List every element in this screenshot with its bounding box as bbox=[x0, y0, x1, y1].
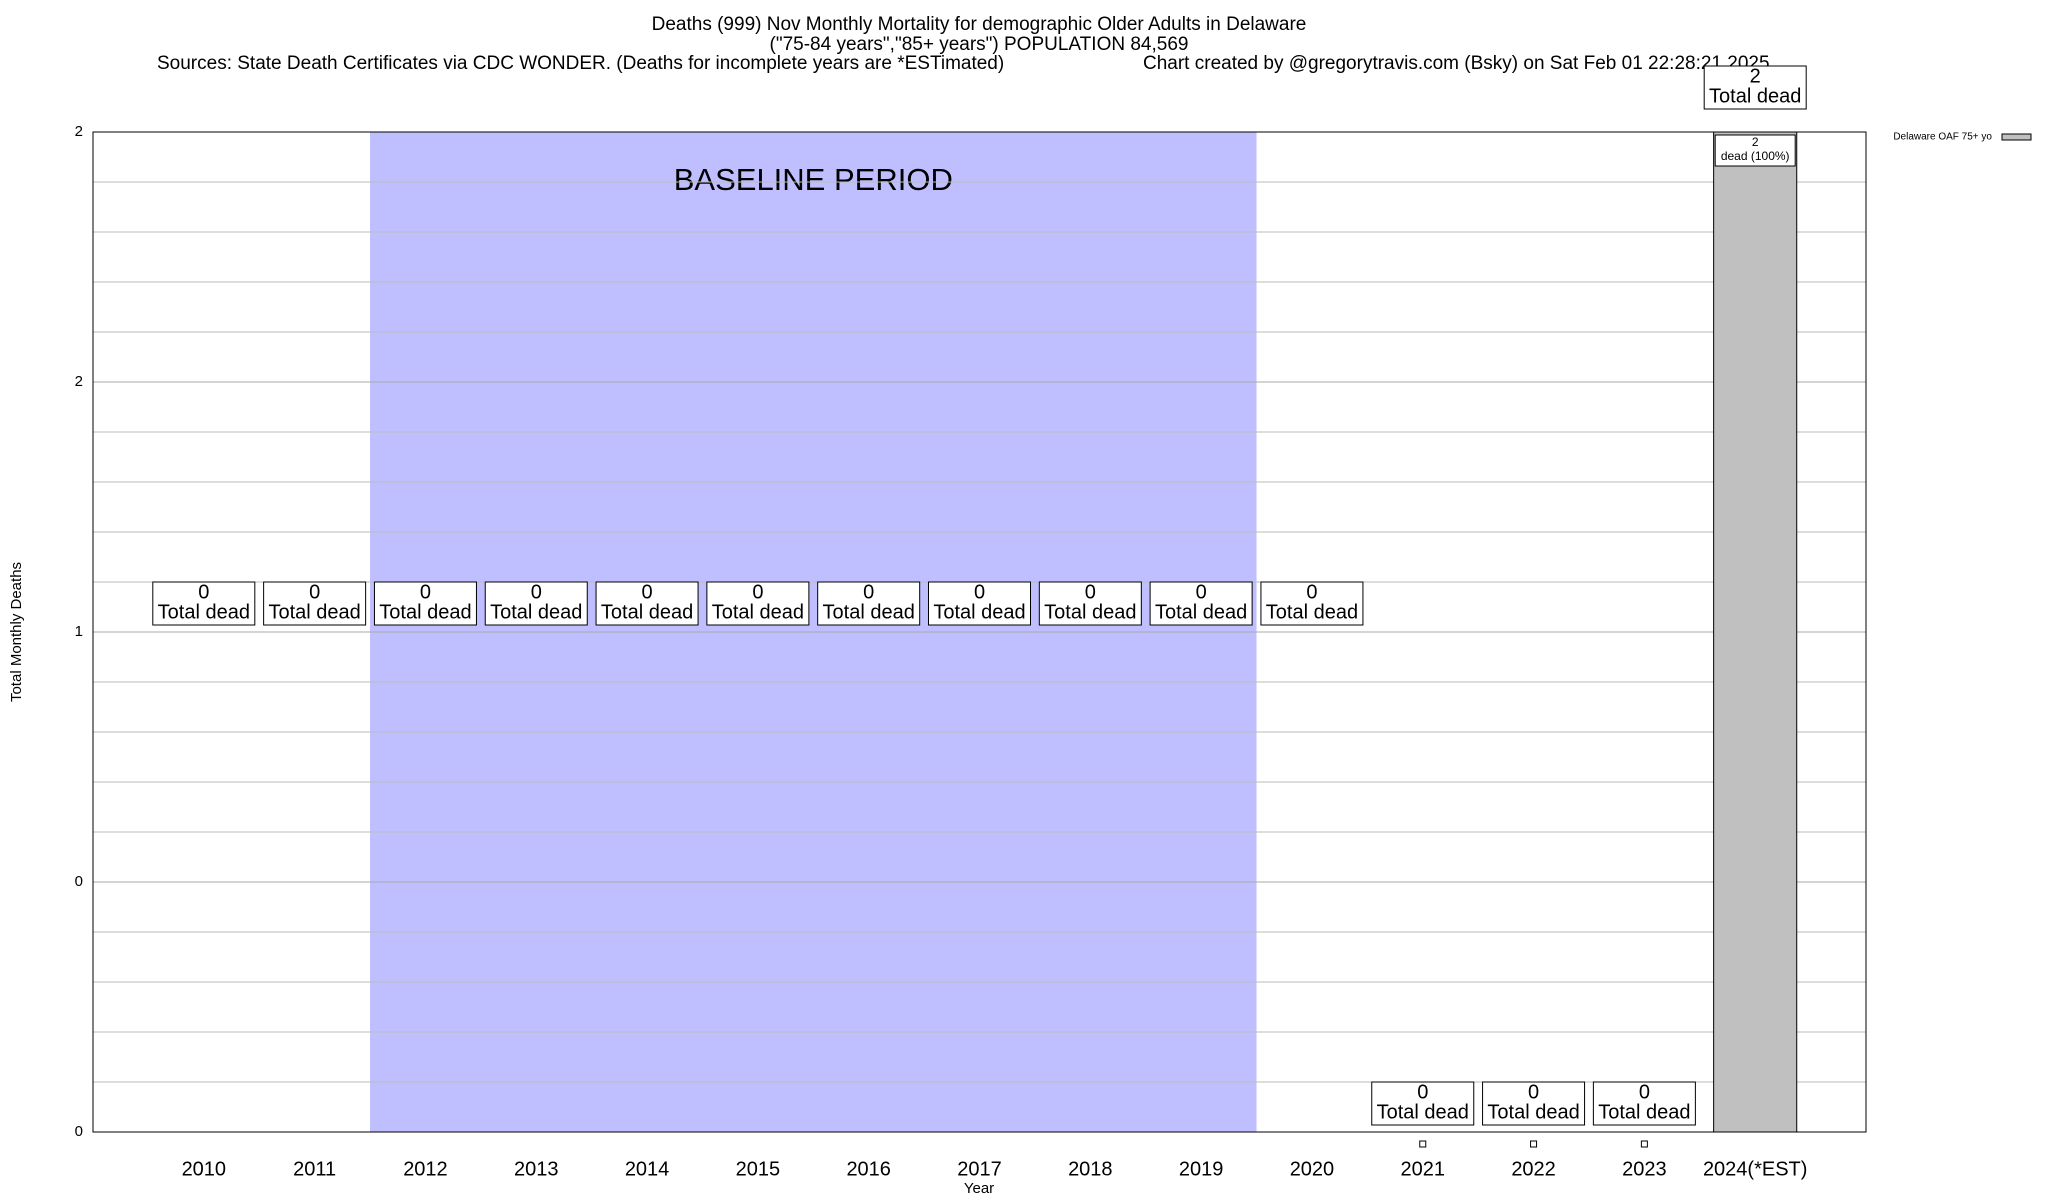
value-caption: Total dead bbox=[601, 601, 693, 623]
value-label: 0 bbox=[974, 581, 985, 603]
x-tick-label: 2022 bbox=[1511, 1158, 1556, 1180]
inner-label-box bbox=[1714, 134, 1796, 167]
value-caption: Total dead bbox=[712, 601, 804, 623]
label-box bbox=[817, 581, 921, 626]
label-box bbox=[484, 581, 588, 626]
baseline-label: BASELINE PERIOD bbox=[674, 162, 953, 197]
label-box bbox=[1592, 1081, 1696, 1126]
y-tick-label: 0 bbox=[75, 1123, 83, 1140]
y-tick-label: 2 bbox=[75, 373, 83, 390]
label-box bbox=[1149, 581, 1253, 626]
value-caption: Total dead bbox=[490, 601, 582, 623]
y-tick-label: 2 bbox=[75, 123, 83, 140]
x-tick-label: 2023 bbox=[1622, 1158, 1667, 1180]
value-caption: Total dead bbox=[158, 601, 250, 623]
label-box bbox=[928, 581, 1031, 626]
x-tick-label: 2016 bbox=[846, 1158, 891, 1180]
label-box bbox=[706, 581, 810, 626]
value-label: 0 bbox=[1639, 1081, 1650, 1103]
value-caption: Total dead bbox=[1266, 601, 1358, 623]
x-axis-label: Year bbox=[964, 1180, 994, 1197]
zero-marker bbox=[1530, 1140, 1538, 1148]
chart-credit: Chart created by @gregorytravis.com (Bsk… bbox=[1143, 53, 1770, 74]
value-label: 0 bbox=[1417, 1081, 1428, 1103]
x-tick-label: 2024(*EST) bbox=[1703, 1158, 1808, 1180]
zero-marker bbox=[1640, 1140, 1648, 1148]
x-tick-label: 2020 bbox=[1290, 1158, 1335, 1180]
value-caption: Total dead bbox=[268, 601, 360, 623]
x-tick-label: 2021 bbox=[1401, 1158, 1446, 1180]
label-box bbox=[373, 581, 477, 626]
x-tick-label: 2014 bbox=[625, 1158, 670, 1180]
label-box bbox=[263, 581, 367, 626]
x-tick-label: 2013 bbox=[514, 1158, 559, 1180]
value-label: 0 bbox=[752, 581, 763, 603]
legend-swatch bbox=[2001, 133, 2032, 141]
value-label: 0 bbox=[309, 581, 320, 603]
value-caption: Total dead bbox=[823, 601, 915, 623]
value-caption: Total dead bbox=[1487, 1101, 1579, 1123]
label-box bbox=[1038, 581, 1142, 626]
bar bbox=[1713, 131, 1798, 1133]
x-tick-label: 2017 bbox=[957, 1158, 1002, 1180]
y-tick-label: 1 bbox=[75, 623, 83, 640]
x-tick-label: 2012 bbox=[403, 1158, 448, 1180]
zero-marker bbox=[1419, 1140, 1427, 1148]
value-label: 0 bbox=[863, 581, 874, 603]
value-label: 0 bbox=[1085, 581, 1096, 603]
label-box bbox=[152, 581, 256, 626]
label-box bbox=[1371, 1081, 1475, 1126]
value-caption: Total dead bbox=[933, 601, 1025, 623]
y-tick-label: 0 bbox=[75, 873, 83, 890]
y-axis-label: Total Monthly Deaths bbox=[8, 562, 25, 702]
value-caption: Total dead bbox=[1377, 1101, 1469, 1123]
x-tick-label: 2010 bbox=[182, 1158, 227, 1180]
value-label: 0 bbox=[1306, 581, 1317, 603]
value-caption: Total dead bbox=[1155, 601, 1247, 623]
value-caption: Total dead bbox=[1709, 85, 1801, 107]
value-label: 2 bbox=[1750, 65, 1761, 87]
x-tick-label: 2011 bbox=[293, 1158, 336, 1180]
x-tick-label: 2015 bbox=[736, 1158, 781, 1180]
value-label: 0 bbox=[1528, 1081, 1539, 1103]
value-caption: Total dead bbox=[379, 601, 471, 623]
label-box bbox=[595, 581, 699, 626]
value-label: 0 bbox=[642, 581, 653, 603]
inner-value-label: 2 bbox=[1752, 135, 1759, 149]
chart-source: Sources: State Death Certificates via CD… bbox=[157, 53, 1004, 74]
x-tick-label: 2018 bbox=[1068, 1158, 1113, 1180]
x-tick-label: 2019 bbox=[1179, 1158, 1224, 1180]
label-box bbox=[1260, 581, 1364, 626]
value-caption: Total dead bbox=[1044, 601, 1136, 623]
value-label: 0 bbox=[531, 581, 542, 603]
value-caption: Total dead bbox=[1598, 1101, 1690, 1123]
label-box bbox=[1703, 65, 1807, 110]
value-label: 0 bbox=[198, 581, 209, 603]
value-label: 0 bbox=[420, 581, 431, 603]
inner-percent-label: dead (100%) bbox=[1721, 149, 1790, 163]
value-label: 0 bbox=[1196, 581, 1207, 603]
label-box bbox=[1482, 1081, 1586, 1126]
chart-title: Deaths (999) Nov Monthly Mortality for d… bbox=[652, 14, 1307, 35]
chart-subtitle: ("75-84 years","85+ years") POPULATION 8… bbox=[770, 34, 1189, 55]
legend-label: Delaware OAF 75+ yo bbox=[1893, 132, 1992, 143]
plot-frame bbox=[92, 131, 1867, 1133]
